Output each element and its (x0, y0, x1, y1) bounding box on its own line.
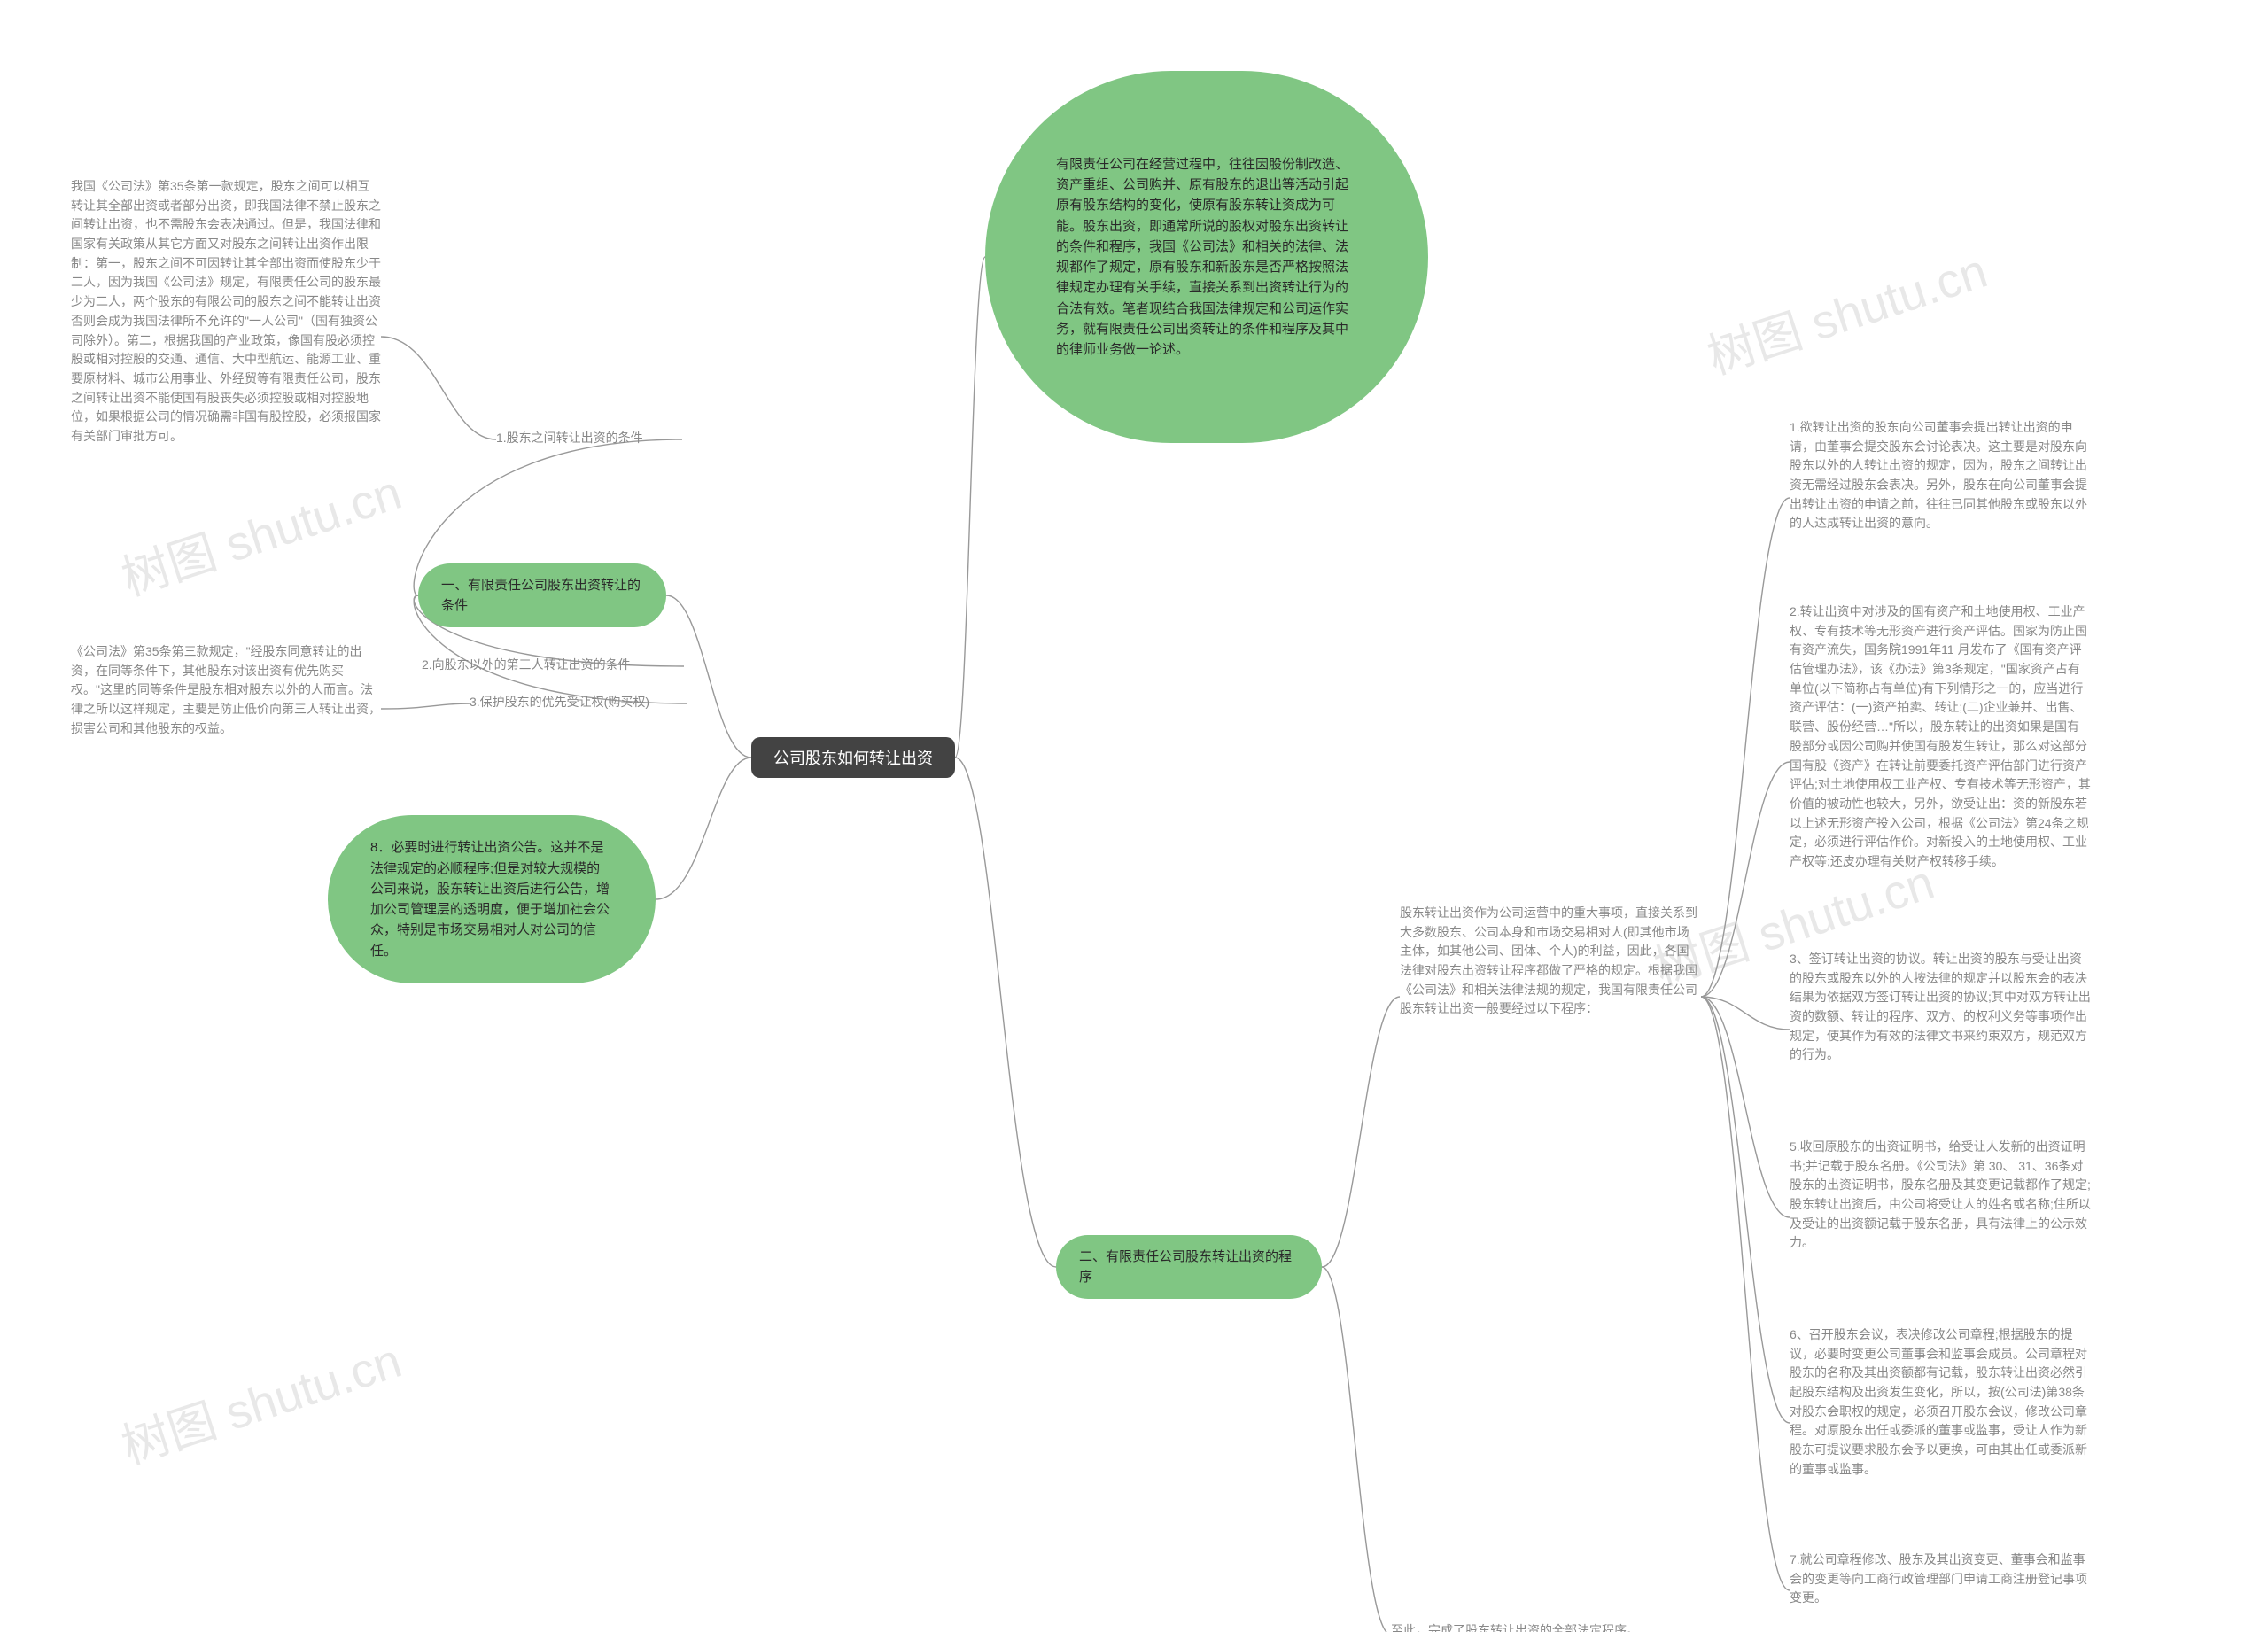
sec1-item-2-label: 2.向股东以外的第三人转让出资的条件 (422, 656, 684, 675)
sec1-item-3-label: 3.保护股东的优先受让权(购买权) (470, 693, 687, 712)
section2-title: 二、有限责任公司股东转让出资的程序 (1056, 1235, 1322, 1299)
sec2-item-7: 7.就公司章程修改、股东及其出资变更、董事会和监事会的变更等向工商行政管理部门申… (1790, 1550, 2091, 1608)
sec1-item-1-detail: 我国《公司法》第35条第一款规定，股东之间可以相互转让其全部出资或者部分出资，即… (71, 177, 381, 447)
watermark: 树图 shutu.cn (112, 1321, 409, 1477)
sec2-item-6: 6、召开股东会议，表决修改公司章程;根据股东的提议，必要时变更公司董事会和监事会… (1790, 1325, 2091, 1480)
root-node: 公司股东如何转让出资 (751, 737, 955, 778)
sec2-item-3: 3、签订转让出资的协议。转让出资的股东与受让出资的股东或股东以外的人按法律的规定… (1790, 950, 2091, 1065)
watermark: 树图 shutu.cn (112, 453, 409, 609)
sec2-item-end: 至此，完成了股东转让出资的全部法定程序。 (1391, 1621, 1710, 1632)
section2-intro: 股东转让出资作为公司运营中的重大事项，直接关系到大多数股东、公司本身和市场交易相… (1400, 904, 1701, 1019)
sec2-item-5: 5.收回原股东的出资证明书，给受让人发新的出资证明书;并记载于股东名册。《公司法… (1790, 1138, 2091, 1253)
intro-node: 有限责任公司在经营过程中，往往因股份制改造、资产重组、公司购并、原有股东的退出等… (985, 71, 1428, 443)
sec2-item-2: 2.转让出资中对涉及的国有资产和土地使用权、工业产权、专有技术等无形资产进行资产… (1790, 602, 2091, 872)
sec1-item-1-label: 1.股东之间转让出资的条件 (496, 429, 682, 448)
mindmap-canvas: 树图 shutu.cn 树图 shutu.cn 树图 shutu.cn 树图 s… (0, 0, 2268, 1632)
node-8: 8．必要时进行转让出资公告。这并不是法律规定的必顺程序;但是对较大规模的公司来说… (328, 815, 656, 983)
section1-title: 一、有限责任公司股东出资转让的条件 (418, 563, 666, 627)
sec2-item-1: 1.欲转让出资的股东向公司董事会提出转让出资的申请，由董事会提交股东会讨论表决。… (1790, 418, 2091, 533)
watermark: 树图 shutu.cn (1697, 231, 1995, 387)
sec1-item-3-detail: 《公司法》第35条第三款规定，"经股东同意转让的出资，在同等条件下，其他股东对该… (71, 642, 381, 738)
